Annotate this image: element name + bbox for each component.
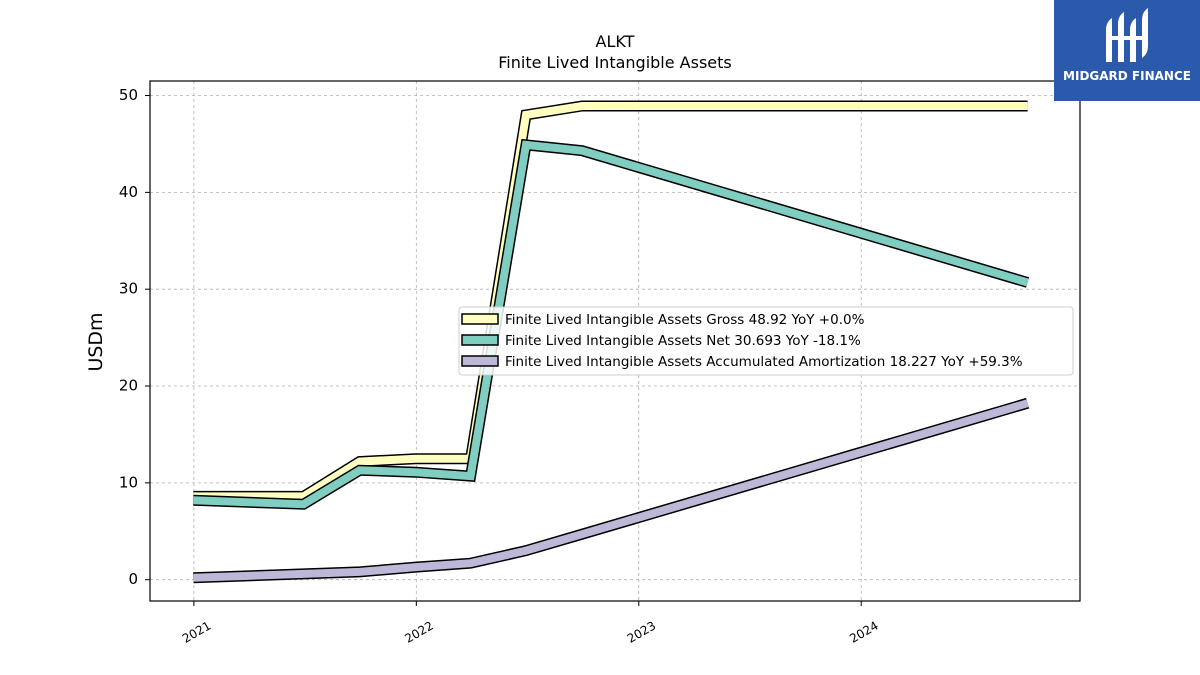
midgard-logo-icon [1106, 8, 1148, 62]
legend-swatch-2 [461, 334, 499, 346]
legend-box [458, 306, 1074, 376]
x-tick-label: 2024 [847, 618, 880, 645]
legend-swatch-3 [461, 355, 499, 367]
brand-logo: MIDGARD FINANCE [1054, 0, 1200, 101]
y-tick-label: 10 [119, 473, 138, 491]
series-2-line [193, 140, 1029, 509]
chart-title: ALKT [596, 32, 635, 51]
plot-frame [149, 80, 1081, 602]
y-tick-label: 20 [119, 377, 138, 395]
y-tick-label: 40 [119, 183, 138, 201]
y-tick-label: 0 [128, 570, 138, 588]
x-tick-label: 2023 [625, 618, 658, 645]
chart-subtitle: Finite Lived Intangible Assets [498, 53, 731, 72]
legend: Finite Lived Intangible Assets Gross 48.… [458, 306, 1074, 376]
grid [150, 81, 1080, 601]
x-tick-label: 2021 [180, 618, 213, 645]
x-tick-label: 2022 [402, 618, 435, 645]
series-3-line [193, 399, 1029, 582]
legend-swatch-1 [461, 313, 499, 325]
series-1-line [193, 102, 1028, 501]
brand-name: MIDGARD FINANCE [1063, 69, 1191, 83]
x-axis: 2021 2022 2023 2024 [180, 601, 881, 646]
legend-entry-3: Finite Lived Intangible Assets Accumulat… [505, 354, 1023, 370]
y-tick-label: 50 [119, 86, 138, 104]
y-tick-label: 30 [119, 280, 138, 298]
series-layer [193, 100, 1030, 584]
y-axis: 0 10 20 30 40 50 [119, 86, 150, 588]
y-axis-label: USDm [85, 312, 107, 371]
legend-entry-1: Finite Lived Intangible Assets Gross 48.… [505, 312, 865, 328]
legend-entry-2: Finite Lived Intangible Assets Net 30.69… [505, 333, 861, 349]
